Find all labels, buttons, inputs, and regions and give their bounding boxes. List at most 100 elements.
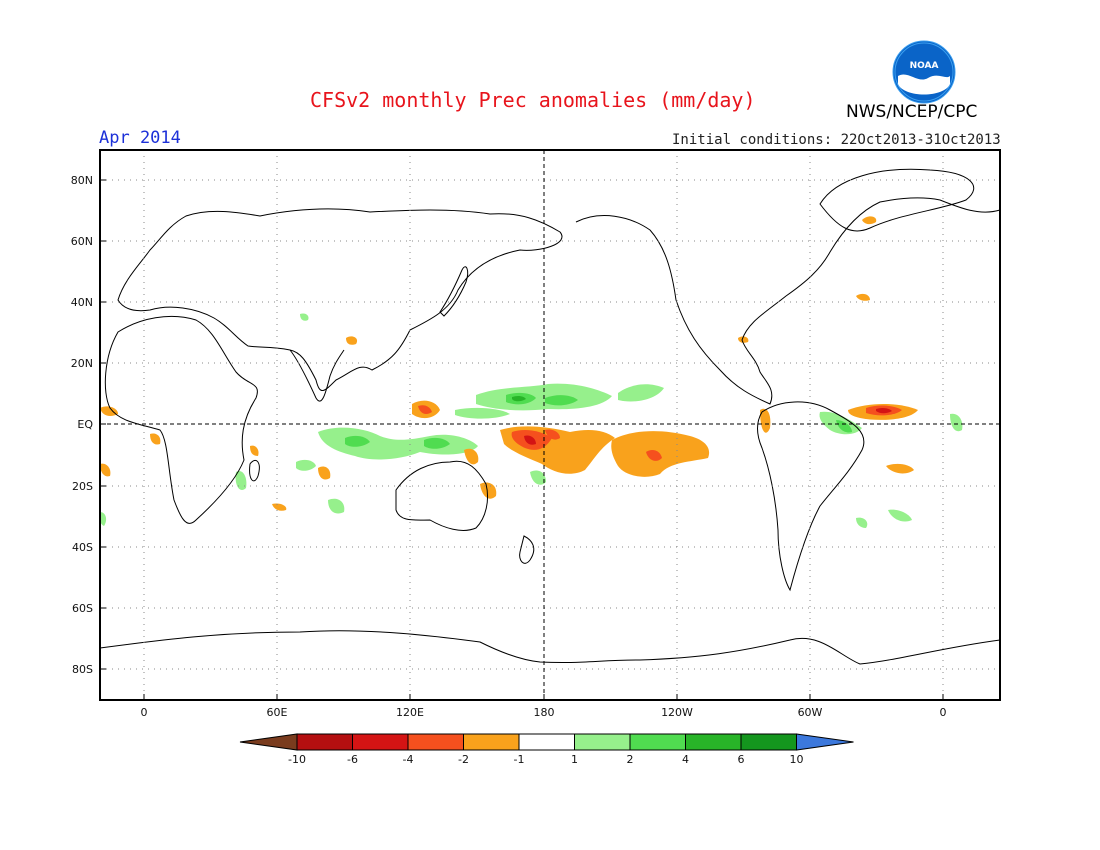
forecast-month: Apr 2014	[99, 128, 181, 148]
reference-lines	[100, 150, 1000, 700]
negative-anomaly-patch	[100, 463, 111, 477]
colorbar-label: -4	[403, 753, 414, 766]
colorbar-swatch	[518, 733, 575, 751]
positive-anomaly-patch	[545, 395, 578, 406]
lon-label: 120W	[661, 706, 693, 719]
lon-label: 120E	[396, 706, 424, 719]
negative-anomaly-patch	[611, 431, 710, 477]
map-title: CFSv2 monthly Prec anomalies (mm/day)	[310, 88, 756, 112]
colorbar-swatch	[352, 733, 409, 751]
colorbar-label: 6	[738, 753, 745, 766]
lat-label: 60N	[71, 235, 93, 248]
lat-label: 60S	[72, 602, 93, 615]
negative-anomaly-patch	[272, 503, 287, 511]
lat-label: 40N	[71, 296, 93, 309]
lat-label: EQ	[77, 418, 93, 431]
positive-anomaly-patch	[950, 413, 963, 432]
lon-label: 0	[141, 706, 148, 719]
negative-anomaly-patch	[760, 408, 771, 433]
coastline-north-america	[575, 197, 1001, 405]
colorbar-swatch	[740, 733, 797, 751]
ticks	[100, 179, 944, 700]
coastline-japan	[439, 266, 469, 317]
negative-anomaly-patch	[862, 216, 877, 225]
coastline-antarctica	[99, 630, 1001, 665]
negative-anomaly-patch	[250, 445, 259, 456]
negative-anomaly-patch	[418, 405, 432, 414]
agency-label: NWS/NCEP/CPC	[846, 102, 978, 122]
colorbar-label: 2	[627, 753, 634, 766]
negative-anomaly-patch	[100, 406, 118, 416]
positive-anomaly-patch	[856, 517, 868, 528]
colorbar-swatch	[407, 733, 464, 751]
logo-text: NOAA	[910, 61, 939, 71]
colorbar-swatch	[463, 733, 520, 751]
positive-anomaly-patch	[530, 470, 546, 485]
negative-anomaly-patch	[318, 466, 331, 480]
initial-conditions: Initial conditions: 22Oct2013-31Oct2013	[672, 132, 1001, 148]
lon-label: 60E	[267, 706, 288, 719]
coastline-greenland	[819, 168, 975, 232]
colorbar-swatch	[685, 733, 742, 751]
coastline-new-zealand	[519, 535, 535, 564]
negative-anomaly-patch	[738, 336, 749, 343]
colorbar-label: -10	[288, 753, 306, 766]
negative-anomaly-patch	[346, 336, 358, 345]
negative-anomaly-patch	[876, 407, 892, 414]
positive-anomaly-patch	[455, 407, 510, 419]
colorbar-label: 4	[682, 753, 689, 766]
anomaly-patches	[99, 216, 963, 528]
colorbar-swatch	[296, 733, 353, 751]
colorbar-label: 1	[571, 753, 578, 766]
positive-anomaly-patch	[836, 420, 852, 433]
noaa-logo-icon: NOAA	[892, 40, 956, 104]
positive-anomaly-patch	[296, 459, 316, 471]
positive-anomaly-patch	[318, 427, 478, 460]
lat-lon-grid	[100, 150, 1000, 700]
colorbar: -10 -6 -4 -2 -1 1 2 4 6 10	[239, 733, 854, 766]
colorbar-label: 10	[790, 753, 804, 766]
negative-anomaly-patch	[886, 463, 914, 474]
negative-anomaly-patch	[524, 435, 536, 445]
negative-anomaly-patch	[856, 293, 870, 301]
negative-anomaly-patch	[150, 433, 161, 445]
coastline-africa	[104, 315, 258, 524]
colorbar-label: -6	[347, 753, 358, 766]
lat-label: 80N	[71, 174, 93, 187]
coastline-eurasia	[117, 208, 563, 391]
negative-anomaly-patch	[646, 450, 662, 461]
positive-anomaly-patch	[888, 509, 912, 522]
positive-anomaly-patch	[345, 435, 370, 447]
negative-anomaly-patch	[464, 448, 479, 465]
positive-anomaly-patch	[424, 437, 450, 449]
positive-anomaly-patch	[300, 313, 309, 321]
coastline-madagascar	[249, 460, 260, 482]
positive-anomaly-patch	[328, 498, 345, 514]
coastline-india	[289, 349, 345, 402]
colorbar-arrow-low	[239, 733, 298, 751]
positive-anomaly-patch	[618, 384, 664, 402]
coastlines	[99, 168, 1001, 665]
positive-anomaly-patch	[512, 395, 526, 402]
lat-label: 20N	[71, 357, 93, 370]
positive-anomaly-patch	[235, 470, 247, 491]
colorbar-swatch	[574, 733, 631, 751]
lon-labels: 0 60E 120E 180 120W 60W 0	[141, 706, 947, 719]
lat-label: 20S	[72, 480, 93, 493]
lat-label: 80S	[72, 663, 93, 676]
colorbar-arrow-high	[796, 733, 854, 751]
negative-anomaly-patch	[480, 482, 497, 499]
negative-anomaly-patch	[545, 429, 560, 440]
lon-label: 60W	[798, 706, 823, 719]
colorbar-label: -1	[514, 753, 525, 766]
colorbar-swatch	[629, 733, 686, 751]
lat-label: 40S	[72, 541, 93, 554]
map-frame	[99, 149, 1001, 701]
coastline-australia	[395, 460, 489, 531]
lat-labels: 80N 60N 40N 20N EQ 20S 40S 60S 80S	[71, 174, 94, 676]
lon-label: 180	[534, 706, 555, 719]
coastline-south-america	[757, 401, 865, 592]
lon-label: 0	[940, 706, 947, 719]
colorbar-label: -2	[458, 753, 469, 766]
